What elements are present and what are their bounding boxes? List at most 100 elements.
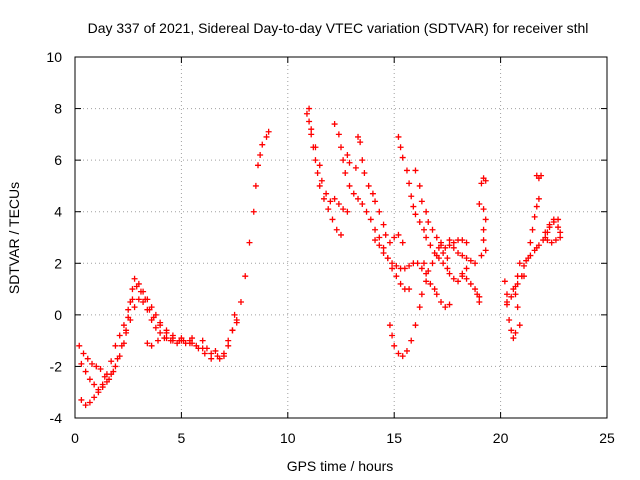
plot-frame — [74, 56, 608, 419]
series-arc-5 — [203, 311, 240, 362]
data-point — [157, 329, 164, 336]
data-point — [133, 283, 140, 290]
data-point — [344, 208, 351, 215]
data-point — [412, 211, 419, 218]
data-point — [403, 347, 410, 354]
data-point — [440, 249, 447, 256]
data-point — [444, 265, 451, 272]
data-point — [503, 298, 510, 305]
y-tick-label: -2 — [50, 358, 63, 374]
data-point — [514, 304, 521, 311]
data-point — [306, 118, 313, 125]
series-arc-8 — [331, 121, 413, 293]
data-point — [391, 234, 398, 241]
data-point — [480, 206, 487, 213]
data-point — [433, 291, 440, 298]
data-point — [220, 353, 227, 360]
data-point — [472, 260, 479, 267]
data-point — [359, 157, 366, 164]
data-point — [257, 151, 264, 158]
series-arc-20 — [512, 260, 525, 311]
data-series — [76, 105, 564, 409]
series-arc-12 — [412, 167, 470, 262]
data-point — [363, 208, 370, 215]
data-point — [112, 363, 119, 370]
series-arc-9 — [344, 133, 406, 246]
data-point — [529, 226, 536, 233]
data-point — [395, 133, 402, 140]
data-point — [361, 170, 368, 177]
data-point — [344, 151, 351, 158]
series-arc-17 — [501, 278, 523, 342]
data-point — [201, 350, 208, 357]
data-point — [429, 226, 436, 233]
data-point — [380, 249, 387, 256]
data-point — [525, 255, 532, 262]
data-point — [427, 242, 434, 249]
data-point — [546, 224, 553, 231]
data-point — [123, 327, 130, 334]
data-point — [152, 324, 159, 331]
data-point — [125, 314, 132, 321]
data-point — [535, 195, 542, 202]
series-arc-15 — [476, 175, 489, 259]
data-point — [389, 260, 396, 267]
x-tick-label: 15 — [386, 430, 402, 446]
data-point — [216, 355, 223, 362]
data-point — [342, 170, 349, 177]
data-point — [308, 131, 315, 138]
data-point — [418, 265, 425, 272]
data-point — [423, 208, 430, 215]
data-point — [252, 182, 259, 189]
data-point — [376, 208, 383, 215]
series-arc-14 — [420, 260, 453, 311]
data-point — [259, 141, 266, 148]
data-point — [308, 126, 315, 133]
data-point — [208, 350, 215, 357]
data-point — [161, 335, 168, 342]
data-point — [325, 206, 332, 213]
data-point — [538, 172, 545, 179]
data-point — [444, 255, 451, 262]
data-point — [233, 319, 240, 326]
data-point — [420, 260, 427, 267]
data-point — [82, 368, 89, 375]
data-point — [144, 340, 151, 347]
data-point — [535, 242, 542, 249]
y-axis-label: SDTVAR / TECUs — [6, 182, 22, 294]
data-point — [312, 144, 319, 151]
data-point — [108, 358, 115, 365]
data-point — [203, 345, 210, 352]
data-point — [548, 239, 555, 246]
data-point — [418, 198, 425, 205]
data-point — [329, 216, 336, 223]
data-point — [544, 237, 551, 244]
data-point — [438, 298, 445, 305]
data-point — [163, 329, 170, 336]
data-point — [518, 273, 525, 280]
data-point — [555, 216, 562, 223]
data-point — [384, 255, 391, 262]
y-tick-label: -4 — [50, 410, 63, 426]
data-point — [423, 234, 430, 241]
data-point — [382, 231, 389, 238]
data-point — [316, 182, 323, 189]
data-point — [314, 170, 321, 177]
data-point — [78, 396, 85, 403]
data-point — [355, 133, 362, 140]
data-point — [369, 190, 376, 197]
data-point — [357, 139, 364, 146]
data-point — [516, 322, 523, 329]
data-point — [86, 399, 93, 406]
data-point — [333, 226, 340, 233]
data-point — [476, 298, 483, 305]
data-point — [476, 200, 483, 207]
data-point — [346, 159, 353, 166]
data-point — [442, 304, 449, 311]
x-tick-label: 5 — [178, 430, 186, 446]
data-point — [355, 195, 362, 202]
data-point — [367, 216, 374, 223]
data-point — [395, 350, 402, 357]
data-point — [350, 190, 357, 197]
